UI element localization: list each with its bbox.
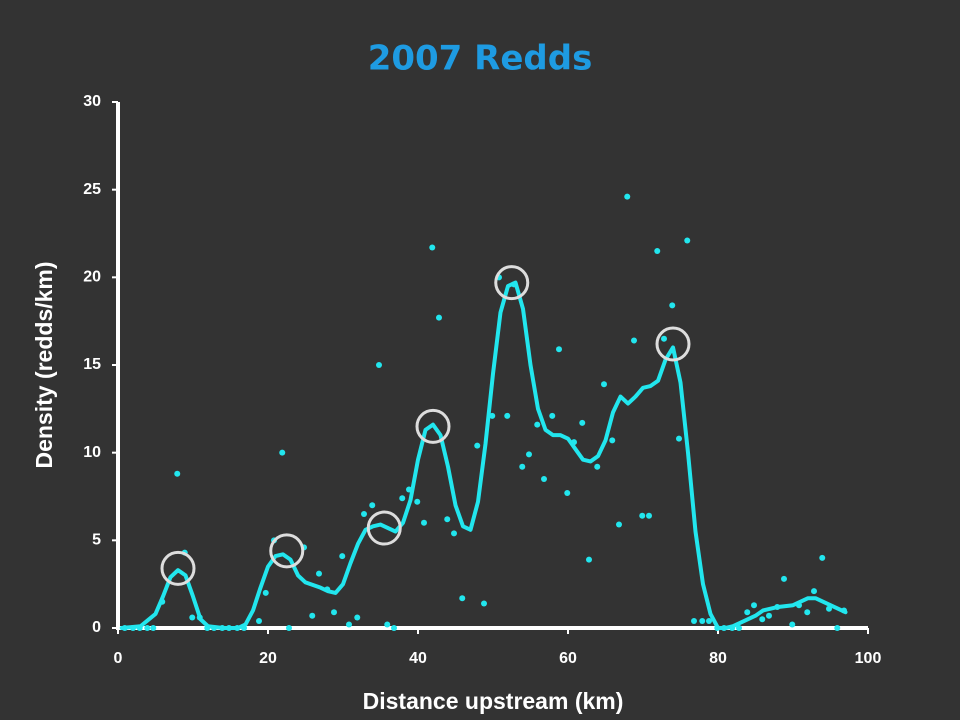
peak-highlight <box>655 326 691 362</box>
x-tick-label: 100 <box>855 650 882 667</box>
data-point <box>534 421 541 428</box>
data-point <box>684 237 691 244</box>
data-point <box>639 512 646 519</box>
data-point <box>262 589 269 596</box>
data-point <box>586 556 592 563</box>
data-point <box>661 335 667 342</box>
data-point <box>556 346 562 353</box>
data-point <box>766 612 772 619</box>
data-point <box>474 442 481 449</box>
x-tick-label: 80 <box>709 650 727 667</box>
data-point <box>781 575 787 582</box>
x-tick-label: 60 <box>559 650 577 667</box>
data-point <box>736 625 742 631</box>
smoothed-line <box>119 280 848 630</box>
data-point <box>421 519 427 526</box>
data-point <box>811 588 817 595</box>
peak-highlight <box>269 533 305 569</box>
peak-highlight <box>366 510 402 546</box>
data-point <box>609 437 616 444</box>
data-point <box>361 511 367 518</box>
data-point <box>279 449 286 456</box>
y-tick-label: 10 <box>83 444 101 461</box>
data-point <box>646 512 652 519</box>
data-point <box>594 463 601 470</box>
data-point <box>751 602 757 609</box>
y-tick-label: 20 <box>83 269 101 286</box>
data-point <box>451 530 457 537</box>
data-point <box>669 302 676 309</box>
y-tick-label: 5 <box>92 532 101 549</box>
data-point <box>624 193 631 200</box>
data-point <box>189 614 196 621</box>
data-point <box>481 600 487 607</box>
data-point <box>354 614 361 621</box>
peak-highlight <box>494 265 530 301</box>
data-point <box>631 337 637 344</box>
data-point <box>654 248 661 255</box>
data-point <box>549 412 556 419</box>
data-point <box>526 451 532 458</box>
data-point <box>436 314 442 321</box>
data-point <box>369 502 376 509</box>
y-tick-label: 0 <box>92 619 101 636</box>
data-point <box>489 412 496 419</box>
x-axis-label: Distance upstream (km) <box>363 688 624 714</box>
x-tick-label: 40 <box>409 650 427 667</box>
data-point <box>309 612 316 619</box>
data-point <box>256 617 262 624</box>
x-tick-label: 20 <box>259 650 277 667</box>
data-point <box>376 362 382 368</box>
data-point <box>414 498 421 505</box>
data-point <box>699 617 706 624</box>
x-tick-label: 0 <box>114 650 123 667</box>
data-point <box>616 521 622 528</box>
data-point <box>150 625 157 631</box>
data-point <box>601 381 607 388</box>
y-tick-label: 30 <box>83 93 101 110</box>
data-point <box>504 412 511 419</box>
y-axis-label: Density (redds/km) <box>31 261 57 468</box>
data-point <box>691 617 697 624</box>
data-point <box>174 470 181 477</box>
data-point <box>384 621 391 628</box>
data-point <box>789 621 796 628</box>
data-point <box>459 595 466 602</box>
data-point <box>564 489 571 496</box>
data-point <box>759 616 766 623</box>
data-point <box>804 609 811 616</box>
data-point <box>429 244 436 251</box>
data-point <box>399 495 406 502</box>
y-tick-label: 25 <box>83 181 101 198</box>
peak-highlight <box>160 550 196 586</box>
data-point <box>444 516 451 523</box>
data-point <box>579 419 586 426</box>
data-point <box>519 463 526 470</box>
peak-highlight <box>415 408 451 444</box>
chart-title: 2007 Redds <box>368 39 593 79</box>
data-point <box>834 625 841 631</box>
data-point <box>286 625 292 631</box>
y-tick-label: 15 <box>83 356 101 373</box>
data-point <box>339 553 346 560</box>
data-point <box>316 570 322 577</box>
data-point <box>331 609 337 616</box>
data-point <box>676 435 682 442</box>
data-point <box>541 475 547 482</box>
data-point <box>346 621 352 628</box>
data-point <box>144 625 151 631</box>
data-point <box>744 609 751 616</box>
data-point <box>706 617 712 624</box>
data-point <box>391 625 397 631</box>
data-point <box>819 554 826 561</box>
